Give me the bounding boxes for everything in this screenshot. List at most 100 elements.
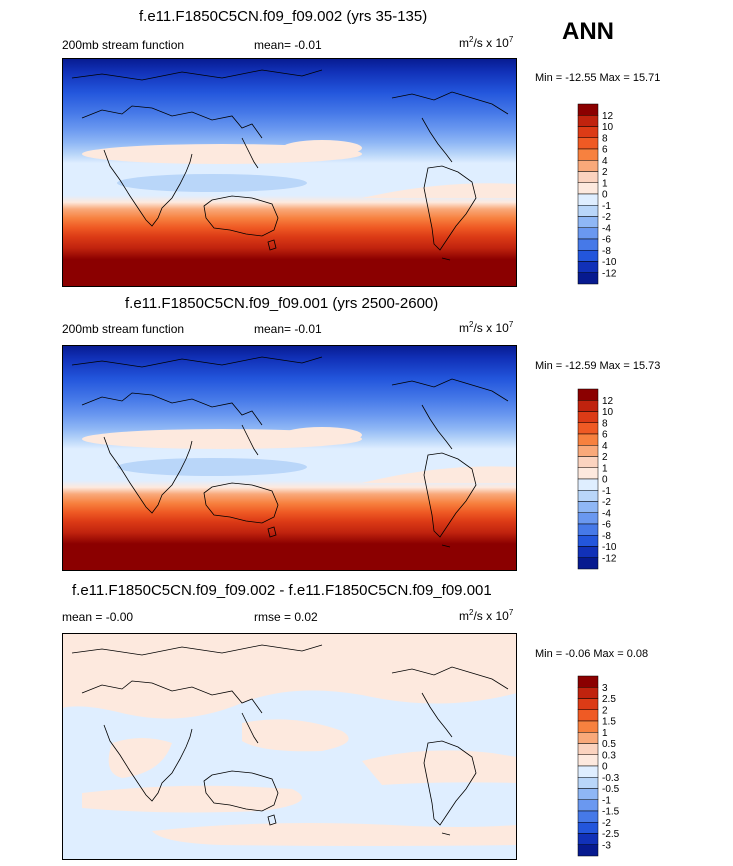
panel-3-colorbar: 32.521.510.50.30-0.3-0.5-1-1.5-2-2.5-3 [577,675,620,857]
colorbar-swatch [577,557,599,570]
colorbar-swatch [577,160,599,172]
colorbar-swatch [577,182,599,195]
colorbar-tick-label: 1.5 [602,717,616,728]
colorbar-swatch [577,523,599,536]
colorbar-swatch [577,720,599,733]
colorbar-swatch [577,743,599,755]
colorbar-swatch [577,148,599,161]
colorbar-tick-label: 0.5 [602,739,616,750]
colorbar-swatch [577,687,599,699]
colorbar-tick-label: 4 [602,156,608,167]
colorbar-swatch [577,535,599,547]
colorbar-tick-label: 12 [602,111,614,122]
colorbar-tick-label: -2 [602,212,611,223]
colorbar-tick-label: 0 [602,190,608,201]
panel-1-title: f.e11.F1850C5CN.f09_f09.002 (yrs 35-135) [139,8,428,25]
colorbar-swatch [577,388,599,401]
colorbar-swatch [577,512,599,525]
colorbar-tick-label: -2 [602,497,611,508]
colorbar-swatch [577,137,599,150]
panel-3-minmax: Min = -0.06 Max = 0.08 [535,648,649,660]
colorbar-swatch [577,272,599,285]
colorbar-tick-label: 10 [602,122,614,133]
colorbar-tick-label: -1 [602,486,611,497]
colorbar-swatch [577,788,599,800]
colorbar-swatch [577,844,599,857]
panel-2-mean-label: mean= -0.01 [254,322,322,336]
colorbar-swatch [577,799,599,812]
colorbar-tick-label: -8 [602,531,611,542]
colorbar-swatch [577,822,599,834]
colorbar-tick-label: 12 [602,396,614,407]
panel-3-rmse-label: rmse = 0.02 [254,610,318,624]
colorbar-swatch [577,675,599,688]
colorbar-swatch [577,216,599,228]
colorbar-tick-label: -0.5 [602,784,620,795]
colorbar-swatch [577,698,599,710]
colorbar-swatch [577,193,599,206]
colorbar-swatch [577,400,599,412]
panel-2-title: f.e11.F1850C5CN.f09_f09.001 (yrs 2500-26… [125,295,439,312]
colorbar-tick-label: -8 [602,246,611,257]
colorbar-swatch [577,422,599,435]
panel-1-minmax: Min = -12.55 Max = 15.71 [535,72,661,84]
panel-2-units-label: m2/s x 107 [459,320,514,335]
colorbar-swatch [577,103,599,116]
panel-1-map [62,58,517,287]
colorbar-swatch [577,411,599,423]
panel-2-variable-label: 200mb stream function [62,322,185,336]
colorbar-swatch [577,261,599,273]
colorbar-swatch [577,490,599,502]
colorbar-tick-label: 2 [602,705,608,716]
colorbar-swatch [577,709,599,722]
panel-3-mean-label: mean = -0.00 [62,610,134,624]
colorbar-swatch [577,501,599,513]
colorbar-swatch [577,754,599,767]
colorbar-swatch [577,467,599,480]
colorbar-swatch [577,205,599,217]
colorbar-tick-label: 6 [602,145,608,156]
colorbar-swatch [577,126,599,138]
panel-1-mean-label: mean= -0.01 [254,38,322,52]
colorbar-tick-label: -2.5 [602,829,620,840]
colorbar-tick-label: -4 [602,223,611,234]
colorbar-tick-label: 4 [602,441,608,452]
colorbar-tick-label: -1 [602,795,611,806]
colorbar-swatch [577,777,599,789]
panel-3-title: f.e11.F1850C5CN.f09_f09.002 - f.e11.F185… [72,582,492,599]
colorbar-swatch [577,546,599,558]
colorbar-tick-label: 8 [602,133,608,144]
colorbar-tick-label: 2 [602,452,608,463]
colorbar-tick-label: -1 [602,201,611,212]
colorbar-swatch [577,250,599,262]
colorbar-swatch [577,732,599,744]
panel-3-units-label: m2/s x 107 [459,608,514,623]
colorbar-swatch [577,456,599,468]
colorbar-tick-label: 3 [602,683,608,694]
panel-3-map [62,633,517,860]
colorbar-tick-label: -4 [602,508,611,519]
colorbar-tick-label: 1 [602,728,608,739]
colorbar-tick-label: -0.3 [602,773,620,784]
colorbar-tick-label: -10 [602,257,617,268]
colorbar-tick-label: -6 [602,520,611,531]
colorbar-tick-label: -3 [602,840,611,851]
colorbar-swatch [577,171,599,183]
colorbar-tick-label: -2 [602,818,611,829]
colorbar-tick-label: -10 [602,542,617,553]
colorbar-swatch [577,810,599,823]
colorbar-swatch [577,445,599,457]
colorbar-swatch [577,833,599,845]
colorbar-tick-label: 2.5 [602,694,616,705]
panel-2-map [62,345,517,571]
colorbar-swatch [577,227,599,240]
colorbar-swatch [577,765,599,778]
colorbar-swatch [577,478,599,491]
colorbar-tick-label: 8 [602,418,608,429]
colorbar-swatch [577,115,599,127]
colorbar-swatch [577,238,599,251]
colorbar-tick-label: -6 [602,235,611,246]
colorbar-tick-label: -12 [602,553,617,564]
